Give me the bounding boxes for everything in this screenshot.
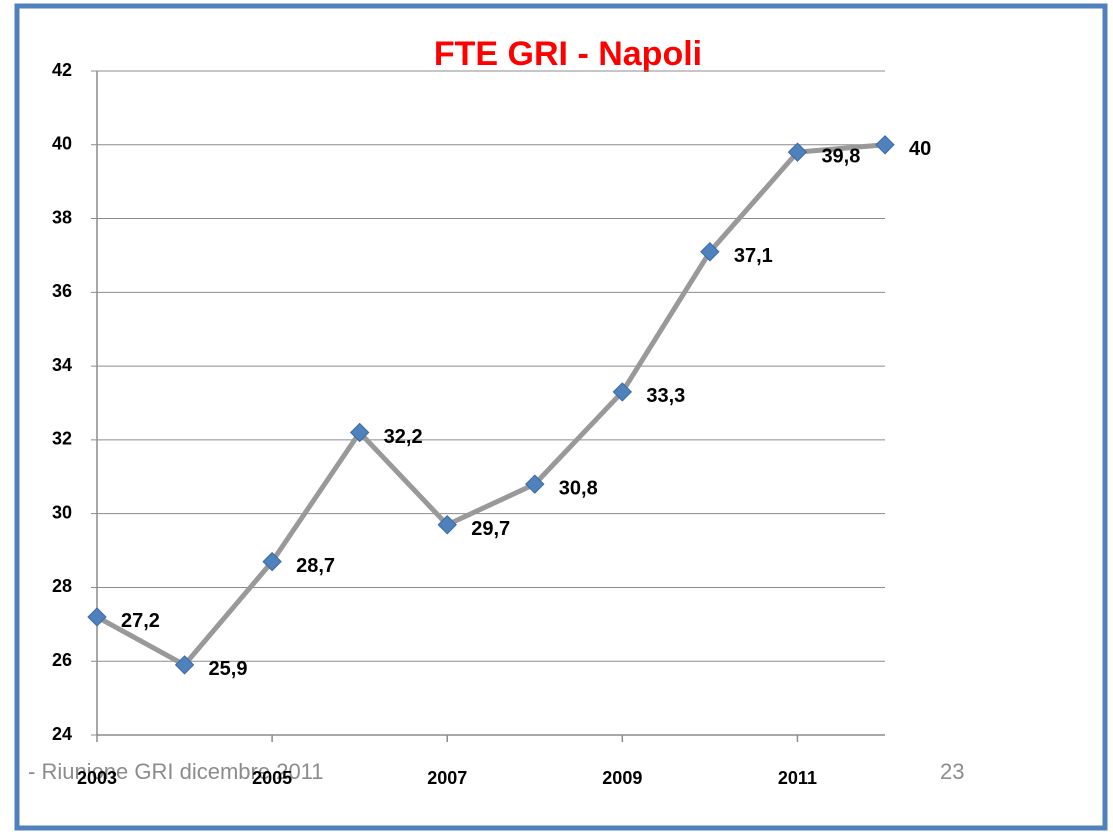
chart-title: FTE GRI - Napoli [434,35,702,73]
data-label: 25,9 [209,658,248,680]
y-tick-label: 36 [52,281,72,301]
y-tick-label: 42 [52,60,72,80]
y-tick-label: 32 [52,429,72,449]
data-label: 33,3 [646,385,685,407]
x-tick-label: 2003 [77,768,117,788]
data-point [174,655,195,675]
y-tick-label: 34 [52,355,72,375]
data-label: 29,7 [471,518,510,540]
y-tick-label: 30 [52,502,72,522]
data-label: 39,8 [821,145,860,167]
data-label: 32,2 [384,426,423,448]
data-point [87,607,107,627]
data-label: 30,8 [559,477,598,499]
data-label: 28,7 [296,555,335,577]
data-label: 27,2 [121,610,160,632]
data-point [525,474,545,494]
y-tick-label: 40 [52,134,72,154]
y-tick-label: 26 [52,650,72,670]
data-label: 37,1 [734,245,773,267]
x-tick-label: 2009 [602,768,642,788]
footer-text: - Riunione GRI dicembre 2011 [28,759,324,784]
data-point [437,515,457,535]
series-line [95,142,886,668]
page-number: 23 [940,759,964,784]
data-point [262,551,282,572]
y-tick-label: 28 [52,576,72,596]
x-tick-label: 2011 [778,768,817,788]
x-tick-label: 2007 [427,768,467,788]
data-label: 40 [909,138,931,160]
data-point [612,382,633,402]
x-tick-label: 2005 [252,768,292,788]
data-point [700,242,720,262]
slide-frame [14,3,1108,831]
y-tick-label: 24 [52,724,72,744]
data-point [787,142,808,162]
data-point [349,422,370,443]
data-point [875,135,895,155]
y-tick-label: 38 [52,207,72,227]
